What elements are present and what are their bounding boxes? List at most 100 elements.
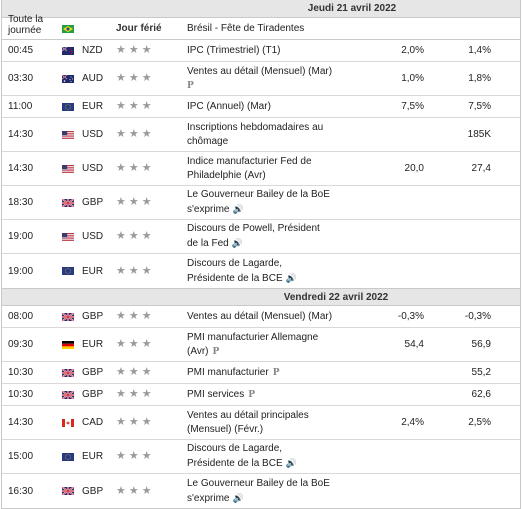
importance-stars: ★ ★ ★ <box>116 118 172 151</box>
preliminary-badge-icon: P <box>187 80 194 91</box>
star-icon: ★ <box>141 162 152 174</box>
event-row[interactable]: 19:00 EUR ★ ★ ★ Discours de Lagarde, Prés… <box>2 254 520 288</box>
event-time: 14:30 <box>8 129 34 140</box>
star-icon: ★ <box>128 450 139 462</box>
speaker-icon[interactable]: 🔊 <box>231 238 243 248</box>
day-header-label: Jeudi 21 avril 2022 <box>307 3 397 14</box>
event-name[interactable]: Ventes au détail (Mensuel) (Mar) P <box>187 62 387 95</box>
event-name-line: Discours de Lagarde, <box>187 257 283 269</box>
event-currency: USD <box>82 129 104 140</box>
event-name-line: s'exprime 🔊 <box>187 204 244 215</box>
preliminary-badge-icon: P <box>212 346 220 357</box>
event-flag <box>62 474 76 508</box>
actual-value: -0,3% <box>397 311 424 322</box>
star-icon: ★ <box>116 264 126 277</box>
event-row[interactable]: 03:30 AUD ★ ★ ★ Ventes au détail (Mensue… <box>2 62 520 96</box>
event-name[interactable]: Le Gouverneur Bailey de la BoE s'exprime 🔊 <box>187 186 387 219</box>
speaker-icon[interactable]: 🔊 <box>232 204 244 214</box>
event-row[interactable]: 18:30 GBP ★ ★ ★ Le Gouverneur Bailey de … <box>2 186 520 220</box>
new-zealand-flag-icon <box>62 46 74 55</box>
star-icon: ★ <box>128 338 139 350</box>
event-name-line: Le Gouverneur Bailey de la BoE <box>187 189 330 200</box>
event-name-line: Présidente de la BCE 🔊 <box>187 458 297 469</box>
star-icon: ★ <box>141 388 152 400</box>
event-name[interactable]: PMI manufacturier Allemagne (Avr) P <box>187 328 387 361</box>
actual-value <box>370 362 424 383</box>
actual-value <box>370 254 424 288</box>
event-name[interactable]: PMI services P <box>187 384 387 405</box>
event-name-line: Indice manufacturier Fed de <box>187 155 312 167</box>
event-time: 16:30 <box>8 485 34 497</box>
speaker-icon[interactable]: 🔊 <box>285 458 297 468</box>
preliminary-badge-icon: P <box>272 367 280 378</box>
event-name[interactable]: IPC (Annuel) (Mar) <box>187 96 387 117</box>
event-name-line: PMI manufacturier P <box>187 366 280 378</box>
event-flag <box>62 406 76 439</box>
star-icon: ★ <box>128 366 139 378</box>
preliminary-badge-icon: P <box>248 389 256 400</box>
event-currency: AUD <box>82 73 104 84</box>
event-name[interactable]: Ventes au détail principales (Mensuel) (F… <box>187 406 387 439</box>
event-name[interactable]: Discours de Powell, Président de la Fed 🔊 <box>187 220 387 253</box>
event-row[interactable]: 16:30 GBP ★ ★ ★ Le Gouverneur Bailey de … <box>2 474 520 508</box>
event-name[interactable]: Indice manufacturier Fed de Philadelphie … <box>187 152 387 185</box>
event-time: 03:30 <box>8 73 34 84</box>
event-time: 11:00 <box>8 101 33 112</box>
event-row[interactable]: 08:00 GBP ★ ★ ★ Ventes au détail (Mensue… <box>2 306 520 328</box>
event-name[interactable]: Le Gouverneur Bailey de la BoE s'exprime 🔊 <box>187 474 387 508</box>
eu-flag-icon <box>62 452 74 461</box>
event-row[interactable]: 14:30 USD ★ ★ ★ Indice manufacturier Fed… <box>2 152 520 186</box>
event-currency: USD <box>82 163 104 174</box>
star-icon: ★ <box>141 310 152 322</box>
event-row[interactable]: 14:30 USD ★ ★ ★ Inscriptions hebdomadair… <box>2 118 520 152</box>
event-flag <box>62 384 76 405</box>
event-row[interactable]: 19:00 USD ★ ★ ★ Discours de Powell, Prés… <box>2 220 520 254</box>
forecast-value <box>436 254 491 288</box>
star-icon: ★ <box>141 338 152 350</box>
event-row[interactable]: 10:30 GBP ★ ★ ★ PMI manufacturier P 55,2 <box>2 362 520 384</box>
actual-value: 2,4% <box>401 417 424 428</box>
star-icon: ★ <box>116 72 126 84</box>
event-name-line: s'exprime 🔊 <box>187 492 244 504</box>
event-name-line: Ventes au détail (Mensuel) (Mar) <box>187 65 333 77</box>
forecast-value: 1,8% <box>468 73 491 84</box>
event-name[interactable]: Brésil - Fête de Tiradentes <box>187 22 305 34</box>
importance-stars: ★ ★ ★ <box>116 62 172 95</box>
event-row[interactable]: 14:30 CAD ★ ★ ★ Ventes au détail princip… <box>2 406 520 440</box>
event-time: 14:30 <box>8 417 34 428</box>
event-currency: CAD <box>82 417 104 428</box>
event-name[interactable]: IPC (Trimestriel) (T1) <box>187 40 387 61</box>
star-icon: ★ <box>116 162 126 174</box>
event-row[interactable]: 10:30 GBP ★ ★ ★ PMI services P 62,6 <box>2 384 520 406</box>
event-currency: USD <box>82 231 104 242</box>
actual-value: 54,4 <box>404 339 424 350</box>
star-icon: ★ <box>116 450 126 462</box>
star-icon: ★ <box>141 100 152 112</box>
eu-flag-icon <box>62 267 74 275</box>
event-row[interactable]: 15:00 EUR ★ ★ ★ Discours de Lagarde, Prés… <box>2 440 520 474</box>
uk-flag-icon <box>62 368 74 377</box>
event-flag <box>62 118 76 151</box>
event-name[interactable]: Inscriptions hebdomadaires au chômage <box>187 118 387 151</box>
star-icon: ★ <box>116 196 126 208</box>
event-name[interactable]: PMI manufacturier P <box>187 362 387 383</box>
event-name[interactable]: Ventes au détail (Mensuel) (Mar) <box>187 306 387 327</box>
speaker-icon[interactable]: 🔊 <box>285 272 297 283</box>
event-row[interactable]: 11:00 EUR ★ ★ ★ IPC (Annuel) (Mar) 7,5% … <box>2 96 520 118</box>
actual-value: 7,5% <box>401 101 424 112</box>
germany-flag-icon <box>62 340 74 349</box>
usa-flag-icon <box>62 164 74 173</box>
speaker-icon[interactable]: 🔊 <box>232 492 244 503</box>
star-icon: ★ <box>128 128 139 140</box>
event-name[interactable]: Discours de Lagarde, Présidente de la BCE… <box>187 254 387 288</box>
holiday-row[interactable]: Toute la journée Jour férié Brésil - Fêt… <box>2 14 520 40</box>
importance-stars: ★ ★ ★ <box>116 384 172 405</box>
star-icon: ★ <box>116 128 126 140</box>
star-icon: ★ <box>128 100 139 112</box>
event-row[interactable]: 09:30 EUR ★ ★ ★ PMI manufacturier Allema… <box>2 328 520 362</box>
forecast-value <box>436 474 491 508</box>
event-row[interactable]: 00:45 NZD ★ ★ ★ IPC (Trimestriel) (T1) 2… <box>2 40 520 62</box>
event-name[interactable]: Discours de Lagarde, Présidente de la BCE… <box>187 440 387 473</box>
forecast-value: 2,5% <box>468 417 491 428</box>
